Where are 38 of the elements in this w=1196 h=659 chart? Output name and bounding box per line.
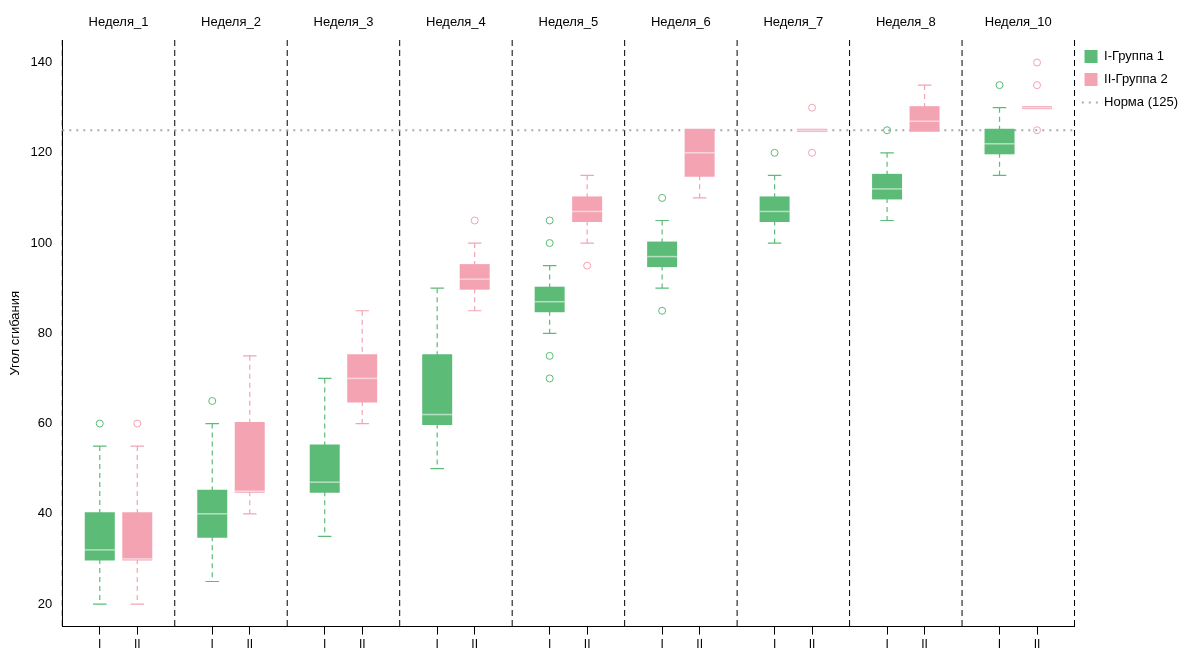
text: Неделя_3 (313, 13, 374, 29)
y-tick-label: 60 (37, 415, 53, 431)
x-tick-label: I (435, 637, 439, 652)
text: Неделя_6 (650, 13, 711, 29)
x-tick-label: II (696, 637, 703, 652)
x-tick-label: I (997, 637, 1002, 652)
y-tick-label: 20 (37, 595, 53, 611)
y-tick-label: 40 (37, 505, 53, 521)
x-tick-label: II (921, 637, 928, 652)
text: Неделя_2 (201, 13, 261, 29)
text: Неделя_4 (426, 13, 486, 29)
text: Неделя_10 (984, 13, 1052, 29)
x-tick-label: I (660, 637, 664, 652)
text: Неделя_7 (763, 13, 824, 29)
text: Неделя_5 (538, 13, 599, 29)
x-tick-label: II (808, 637, 816, 652)
y-tick-label: 120 (30, 144, 53, 160)
y-tick-label: 80 (37, 324, 53, 340)
x-tick-label: II (246, 637, 254, 652)
x-tick-label: II (583, 637, 591, 652)
x-tick-label: I (885, 637, 889, 652)
legend-label: I-Группа 1 (1104, 48, 1165, 64)
x-tick-label: I (772, 637, 777, 652)
legend-label: Норма (125) (1104, 94, 1179, 110)
y-tick-label: 100 (30, 234, 53, 250)
text: Неделя_8 (875, 13, 936, 29)
x-tick-label: I (98, 637, 102, 652)
y-tick-label: 140 (30, 54, 53, 70)
legend-label: II-Группа 2 (1104, 71, 1168, 87)
x-tick-label: I (323, 637, 327, 652)
y-axis-title: Угол сгибания (7, 290, 23, 376)
text: Неделя_1 (88, 13, 149, 29)
x-tick-label: I (547, 637, 552, 652)
x-tick-label: I (210, 637, 214, 652)
x-tick-label: II (133, 637, 141, 652)
x-tick-label: II (471, 637, 479, 652)
x-tick-label: II (1033, 637, 1041, 652)
x-tick-label: II (358, 637, 366, 652)
